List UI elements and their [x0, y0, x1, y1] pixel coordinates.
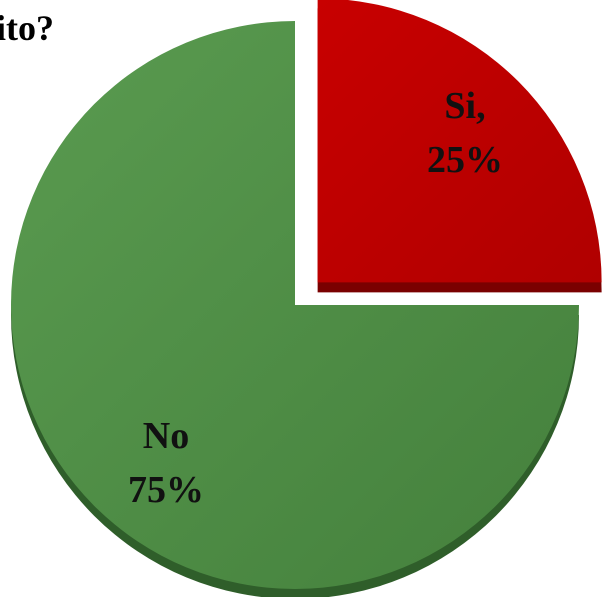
- slice-label-no: No 75%: [128, 415, 204, 511]
- slice-label-no-name: No: [143, 415, 189, 457]
- pie-slices: [11, 0, 602, 597]
- slice-label-si-value: 25%: [427, 139, 503, 181]
- slice-label-si-name: Si,: [444, 85, 485, 127]
- chart-title: ito?: [0, 8, 54, 48]
- slice-label-si: Si, 25%: [427, 85, 503, 181]
- slice-si: [317, 0, 602, 283]
- slice-label-no-value: 75%: [128, 469, 204, 511]
- slice-no: [11, 21, 579, 589]
